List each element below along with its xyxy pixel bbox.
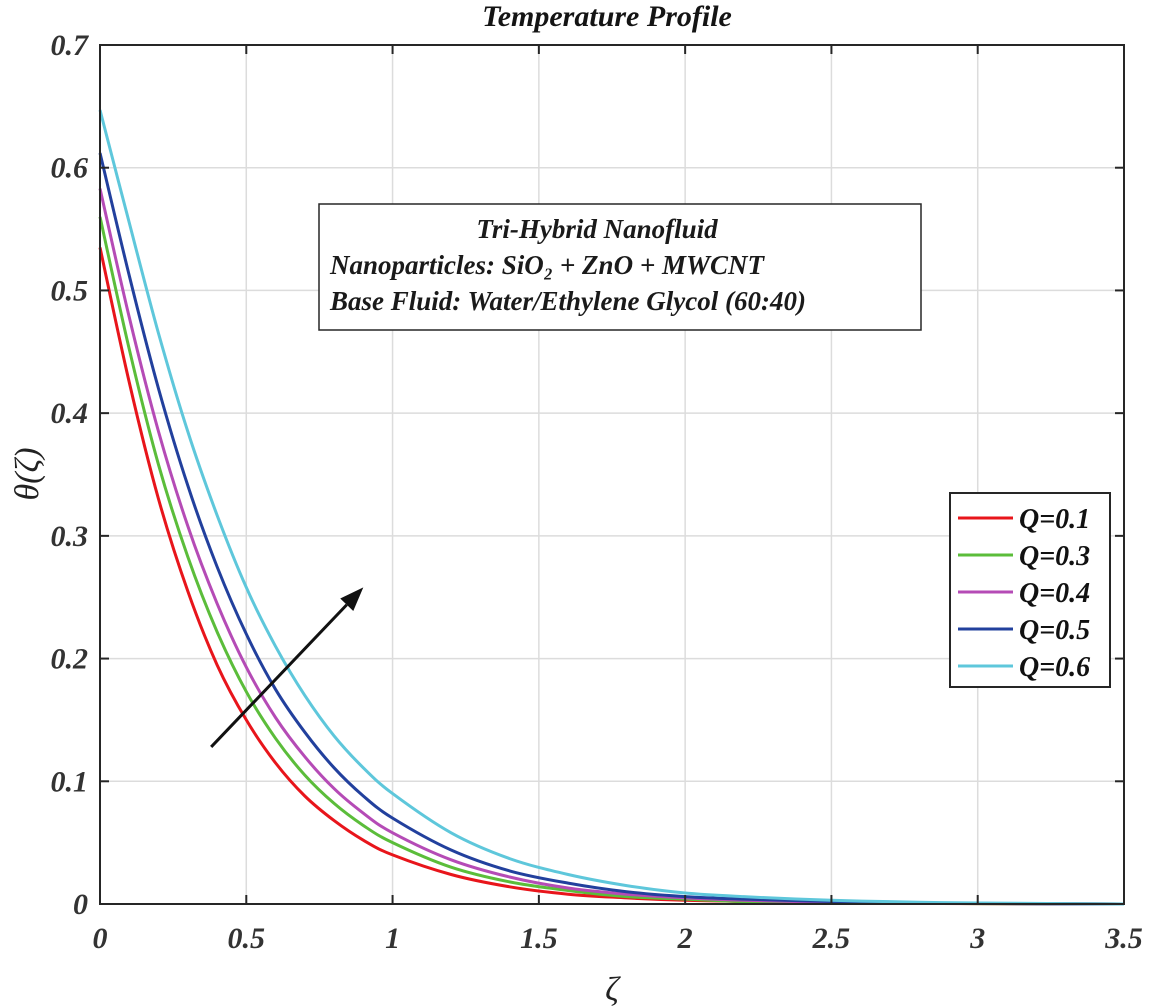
annotation-box: Tri-Hybrid Nanofluid Nanoparticles: SiO₂…	[318, 203, 922, 331]
trend-arrow	[210, 587, 364, 748]
legend-box	[949, 492, 1111, 688]
grid	[99, 44, 1125, 905]
x-tick-label: 2	[677, 922, 693, 955]
y-axis-label: θ(ζ)	[9, 447, 46, 500]
x-tick-label: 3.5	[1104, 922, 1143, 955]
y-tick-label: 0.1	[51, 765, 89, 798]
annotation-line-2: Nanoparticles: SiO₂ + ZnO + MWCNT	[329, 250, 765, 280]
x-tick-label: 1	[385, 922, 400, 955]
plot-area-frame	[99, 44, 1125, 905]
legend-label: Q=0.3	[1019, 541, 1090, 572]
legend-label: Q=0.4	[1019, 578, 1090, 609]
x-tick-label: 0.5	[228, 922, 266, 955]
chart-title: Temperature Profile	[482, 0, 732, 33]
y-tick-label: 0.6	[51, 152, 89, 185]
legend-label: Q=0.6	[1019, 652, 1090, 683]
legend-label: Q=0.5	[1019, 615, 1090, 646]
trend-arrow-head	[340, 587, 364, 611]
y-tick-label: 0	[73, 888, 88, 921]
x-tick-label: 3	[969, 922, 985, 955]
annotation-box-border	[318, 203, 922, 331]
y-tick-label: 0.3	[51, 520, 89, 553]
y-tick-label: 0.4	[51, 397, 89, 430]
y-tick-label: 0.2	[51, 643, 89, 676]
annotation-line-1: Tri-Hybrid Nanofluid	[476, 214, 718, 244]
annotation-line-3: Base Fluid: Water/Ethylene Glycol (60:40…	[329, 286, 806, 316]
x-tick-label: 0	[93, 922, 108, 955]
legend: Q=0.1 Q=0.3 Q=0.4 Q=0.5 Q=0.6	[949, 492, 1111, 688]
trend-arrow-shaft	[210, 603, 348, 748]
x-tick-label: 1.5	[520, 922, 558, 955]
x-axis-label: ζ	[605, 971, 621, 1007]
y-tick-label: 0.7	[51, 29, 90, 62]
axis-ticks: 0 0.5 1 1.5 2 2.5 3 3.5 0 0.1 0.2 0.3 0.4 0.5 0.6 0.7	[51, 29, 1143, 955]
x-tick-label: 2.5	[812, 922, 851, 955]
legend-label: Q=0.1	[1019, 504, 1090, 535]
y-tick-label: 0.5	[51, 274, 89, 307]
